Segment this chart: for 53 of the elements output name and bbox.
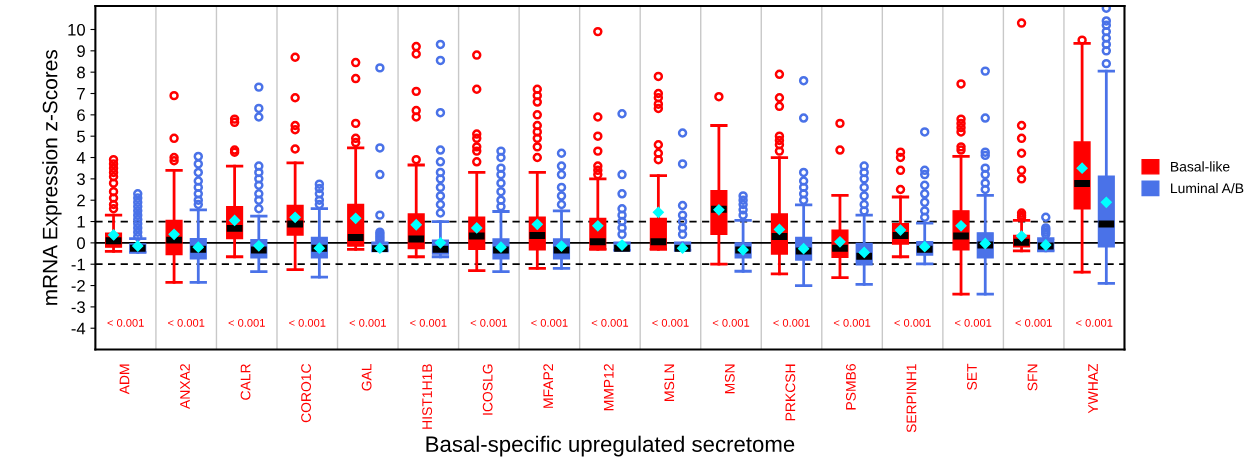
x-tick-label: MFAP2 — [543, 364, 553, 408]
x-tick-label: ADM — [119, 364, 130, 395]
x-tick-label: SFN — [1027, 364, 1038, 391]
y-tick-label: 7 — [77, 88, 85, 100]
annotation: < 0.001 — [712, 318, 750, 327]
y-tick-label: 2 — [77, 194, 85, 207]
y-tick-label: 10 — [68, 23, 86, 36]
x-tick-label: MSLN — [664, 364, 675, 401]
x-tick-label: PRKCSH — [785, 364, 796, 421]
annotation: < 0.001 — [1076, 318, 1113, 327]
y-tick-label: 6 — [77, 109, 85, 122]
annotation: < 0.001 — [349, 318, 386, 327]
x-tick-label: ANXA2 — [180, 364, 190, 409]
x-tick-label: HIST1H1B — [422, 364, 433, 429]
x-tick-label: YWHAZ — [1088, 363, 1098, 414]
y-tick-label: 3 — [77, 173, 85, 186]
y-axis-title: mRNA Expression z-Scores — [42, 50, 62, 305]
annotation: < 0.001 — [168, 318, 205, 327]
y-tick-label: -4 — [71, 322, 86, 335]
y-tick-label: -3 — [71, 301, 85, 314]
annotation: < 0.001 — [833, 318, 871, 327]
x-tick-label: MMP12 — [603, 364, 614, 411]
annotation: < 0.001 — [228, 318, 265, 327]
x-tick-label: SERPINH1 — [906, 364, 917, 433]
x-tick-label: GAL — [361, 363, 372, 391]
y-tick-label: 4 — [76, 152, 86, 164]
y-tick-label: 9 — [77, 45, 85, 58]
annotation: < 0.001 — [107, 318, 144, 327]
x-tick-label: CORO1C — [301, 363, 311, 423]
y-tick-label: 8 — [77, 66, 85, 79]
annotation: < 0.001 — [652, 318, 689, 327]
y-tick-label: -1 — [71, 258, 85, 271]
x-tick-label: ICOSLG — [482, 364, 493, 415]
annotation: < 0.001 — [773, 318, 810, 327]
y-tick-label: 0 — [77, 237, 86, 250]
x-tick-label: MSN — [724, 364, 735, 394]
x-axis-title: Basal-specific upregulated secretome — [426, 435, 795, 457]
y-tick-label: 1 — [77, 216, 85, 228]
annotation: < 0.001 — [894, 318, 931, 327]
y-tick-label: 5 — [77, 130, 85, 143]
x-tick-label: PSMB6 — [845, 364, 856, 410]
legend-label: Luminal A/B — [1171, 183, 1244, 194]
y-tick-label: -2 — [71, 279, 85, 292]
annotation: < 0.001 — [591, 318, 629, 327]
x-tick-label: CALR — [240, 364, 251, 400]
annotation: < 0.001 — [955, 318, 992, 327]
legend-label: Basal-like — [1171, 161, 1230, 172]
annotation: < 0.001 — [470, 318, 508, 327]
x-tick-label: SET — [967, 363, 977, 390]
annotation: < 0.001 — [531, 318, 568, 327]
annotation: < 0.001 — [1015, 318, 1052, 327]
annotation: < 0.001 — [289, 318, 326, 327]
annotation: < 0.001 — [410, 318, 447, 327]
